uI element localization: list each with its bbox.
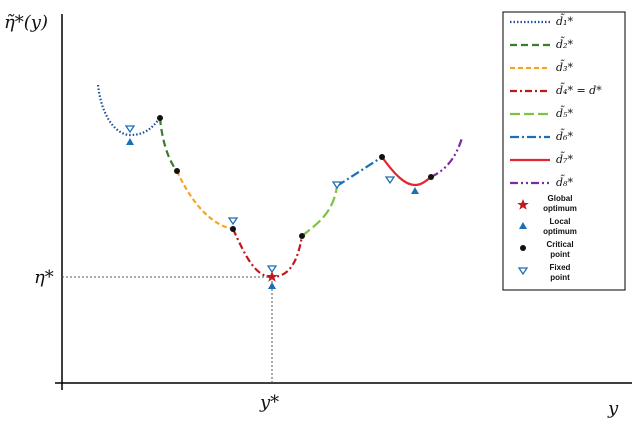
legend-symbol: [517, 199, 529, 210]
global-optimum: [266, 271, 278, 282]
legend: d̃₁* d̃₂* d̃₃* d̃₄* = d* d̃₅* d̃₆* d̃₇* …: [502, 11, 626, 291]
curve-3: [175, 170, 234, 231]
curve-8: [430, 137, 464, 178]
legend-label: d̃₈*: [556, 175, 573, 189]
legend-label: d̃₆*: [556, 129, 573, 143]
legend-symbol: [519, 222, 527, 229]
y-axis-label: η̃*(y): [4, 12, 48, 33]
legend-label: Local: [550, 217, 571, 226]
legend-label: d̃₁*: [556, 14, 573, 28]
local-optimum: [126, 138, 134, 145]
legend-label: point: [550, 273, 570, 282]
fixed-point: [266, 265, 278, 274]
legend-label: optimum: [543, 227, 577, 236]
legend-label: Critical: [546, 240, 573, 249]
legend-symbol: [520, 245, 526, 251]
legend-label: Fixed: [550, 263, 571, 272]
critical-point: [428, 174, 434, 180]
fixed-point: [124, 125, 136, 134]
curves: [96, 84, 464, 279]
fixed-point: [331, 181, 343, 190]
legend-label: d̃₄* = d*: [556, 83, 602, 97]
y-marker-label: η*: [34, 267, 54, 288]
curve-6: [336, 156, 383, 187]
fixed-point: [227, 217, 239, 226]
legend-label: d̃₃*: [556, 60, 573, 74]
x-axis-label: y: [607, 398, 619, 419]
curve-1: [96, 84, 161, 137]
legend-box: [502, 11, 626, 291]
local-optima: [126, 138, 419, 289]
legend-label: point: [550, 250, 570, 259]
critical-point: [379, 154, 385, 160]
curve-4: [232, 228, 304, 279]
critical-point: [157, 115, 163, 121]
legend-symbol: [517, 267, 529, 276]
critical-point: [230, 226, 236, 232]
legend-label: d̃₇*: [556, 152, 573, 166]
legend-label: optimum: [543, 204, 577, 213]
x-marker-label: y*: [259, 392, 279, 413]
fixed-points: [124, 125, 396, 274]
local-optimum: [268, 282, 276, 289]
legend-label: Global: [548, 194, 573, 203]
curve-7: [381, 156, 432, 187]
legend-label: d̃₂*: [556, 37, 573, 51]
fixed-point: [384, 176, 396, 185]
legend-label: d̃₅*: [556, 106, 573, 120]
local-optimum: [411, 187, 419, 194]
critical-point: [174, 168, 180, 174]
curve-5: [301, 185, 339, 237]
critical-points: [157, 115, 434, 239]
curve-2: [158, 117, 178, 172]
critical-point: [299, 233, 305, 239]
